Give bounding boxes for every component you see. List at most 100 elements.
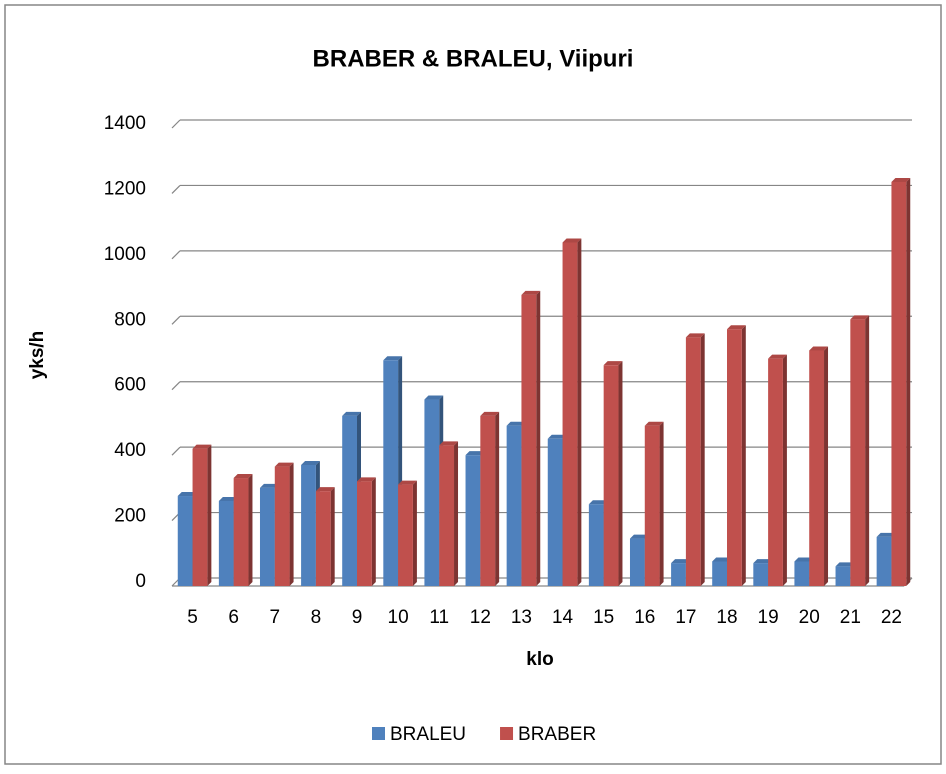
x-tick-label: 12 xyxy=(470,607,491,628)
bar-top xyxy=(644,421,664,426)
legend-swatch xyxy=(372,727,385,740)
bar xyxy=(465,455,481,586)
bar-top xyxy=(274,462,294,467)
bar xyxy=(315,491,331,586)
bar-top xyxy=(712,557,731,562)
bar-top xyxy=(383,356,403,361)
bar-top xyxy=(835,562,855,567)
bar xyxy=(644,425,660,586)
bar xyxy=(768,358,783,586)
bar-top xyxy=(218,496,238,501)
bar-top xyxy=(876,532,896,537)
bar xyxy=(274,466,290,586)
bar-side xyxy=(741,325,746,586)
x-tick-label: 11 xyxy=(429,607,449,628)
bar-top xyxy=(547,434,567,439)
bar xyxy=(727,329,742,586)
bar xyxy=(835,566,851,586)
bar xyxy=(480,415,496,586)
bar-side xyxy=(782,354,787,586)
legend-label: BRABER xyxy=(518,724,596,745)
x-axis-label: klo xyxy=(526,649,553,670)
bar-top xyxy=(603,361,623,366)
grid-line-depth xyxy=(171,381,181,391)
legend-label: BRALEU xyxy=(390,724,466,745)
y-tick-label: 1000 xyxy=(104,244,146,265)
bar xyxy=(809,350,825,586)
y-tick-label: 800 xyxy=(114,309,146,330)
bar xyxy=(218,500,234,586)
bar-top xyxy=(506,421,526,426)
bar xyxy=(876,536,892,586)
bar-side xyxy=(824,346,829,586)
bar-side xyxy=(207,444,212,586)
bar xyxy=(192,448,208,586)
bar-top xyxy=(521,290,541,295)
bar-side xyxy=(289,462,294,586)
bar xyxy=(588,504,604,586)
bar-top xyxy=(259,483,279,488)
bar-side xyxy=(371,477,376,586)
y-tick-label: 400 xyxy=(114,440,146,461)
bar-side xyxy=(618,361,623,586)
x-tick-label: 9 xyxy=(352,607,363,628)
bar xyxy=(794,561,810,586)
bar xyxy=(671,563,686,586)
bar xyxy=(891,181,907,586)
bar-top xyxy=(342,411,361,416)
x-tick-label: 18 xyxy=(716,607,737,628)
bar-top xyxy=(424,395,444,400)
bar xyxy=(233,478,249,586)
x-tick-label: 5 xyxy=(187,607,198,628)
bar xyxy=(850,319,866,586)
y-tick-label: 1400 xyxy=(104,113,146,134)
bar xyxy=(177,496,193,586)
legend-swatch xyxy=(500,727,514,740)
bar-top xyxy=(192,444,212,449)
bar xyxy=(547,438,563,586)
x-tick-label: 13 xyxy=(511,607,532,628)
bar-side xyxy=(330,487,335,586)
x-tick-label: 22 xyxy=(881,607,902,628)
y-tick-label: 0 xyxy=(135,571,146,592)
y-tick-label: 600 xyxy=(114,375,146,396)
bar-side xyxy=(700,333,705,586)
bar-side xyxy=(906,177,911,586)
bar-side xyxy=(495,411,500,586)
bar-top xyxy=(809,346,829,351)
bar-top xyxy=(727,325,746,330)
y-axis-label: yks/h xyxy=(27,331,48,380)
x-tick-label: 17 xyxy=(675,607,696,628)
x-tick-label: 8 xyxy=(311,607,322,628)
bar xyxy=(439,445,455,586)
bar xyxy=(424,399,440,586)
bar-side xyxy=(412,480,417,586)
bar-top xyxy=(671,559,690,564)
bar-side xyxy=(454,441,459,586)
bar xyxy=(398,484,413,586)
bar xyxy=(712,561,727,586)
bar xyxy=(383,360,399,586)
bar-top xyxy=(480,411,500,416)
bar-top xyxy=(562,238,582,243)
x-tick-label: 19 xyxy=(758,607,779,628)
bar-top xyxy=(357,477,376,482)
bar-top xyxy=(177,492,197,497)
bar xyxy=(521,294,537,586)
grid-line-depth xyxy=(171,185,181,194)
bar-top xyxy=(301,460,320,465)
bar-side xyxy=(248,474,253,586)
bar-top xyxy=(439,441,459,446)
bar xyxy=(629,538,645,586)
y-tick-label: 1200 xyxy=(104,178,146,199)
grid-line-depth xyxy=(171,315,181,325)
bar xyxy=(357,481,372,586)
bar-top xyxy=(794,557,814,562)
x-tick-label: 21 xyxy=(840,607,861,628)
x-tick-label: 15 xyxy=(593,607,614,628)
grid-line-depth xyxy=(171,446,181,456)
grid-line-depth xyxy=(171,250,181,260)
chart-title: BRABER & BRALEU, Viipuri xyxy=(313,45,634,72)
bar xyxy=(753,563,769,586)
